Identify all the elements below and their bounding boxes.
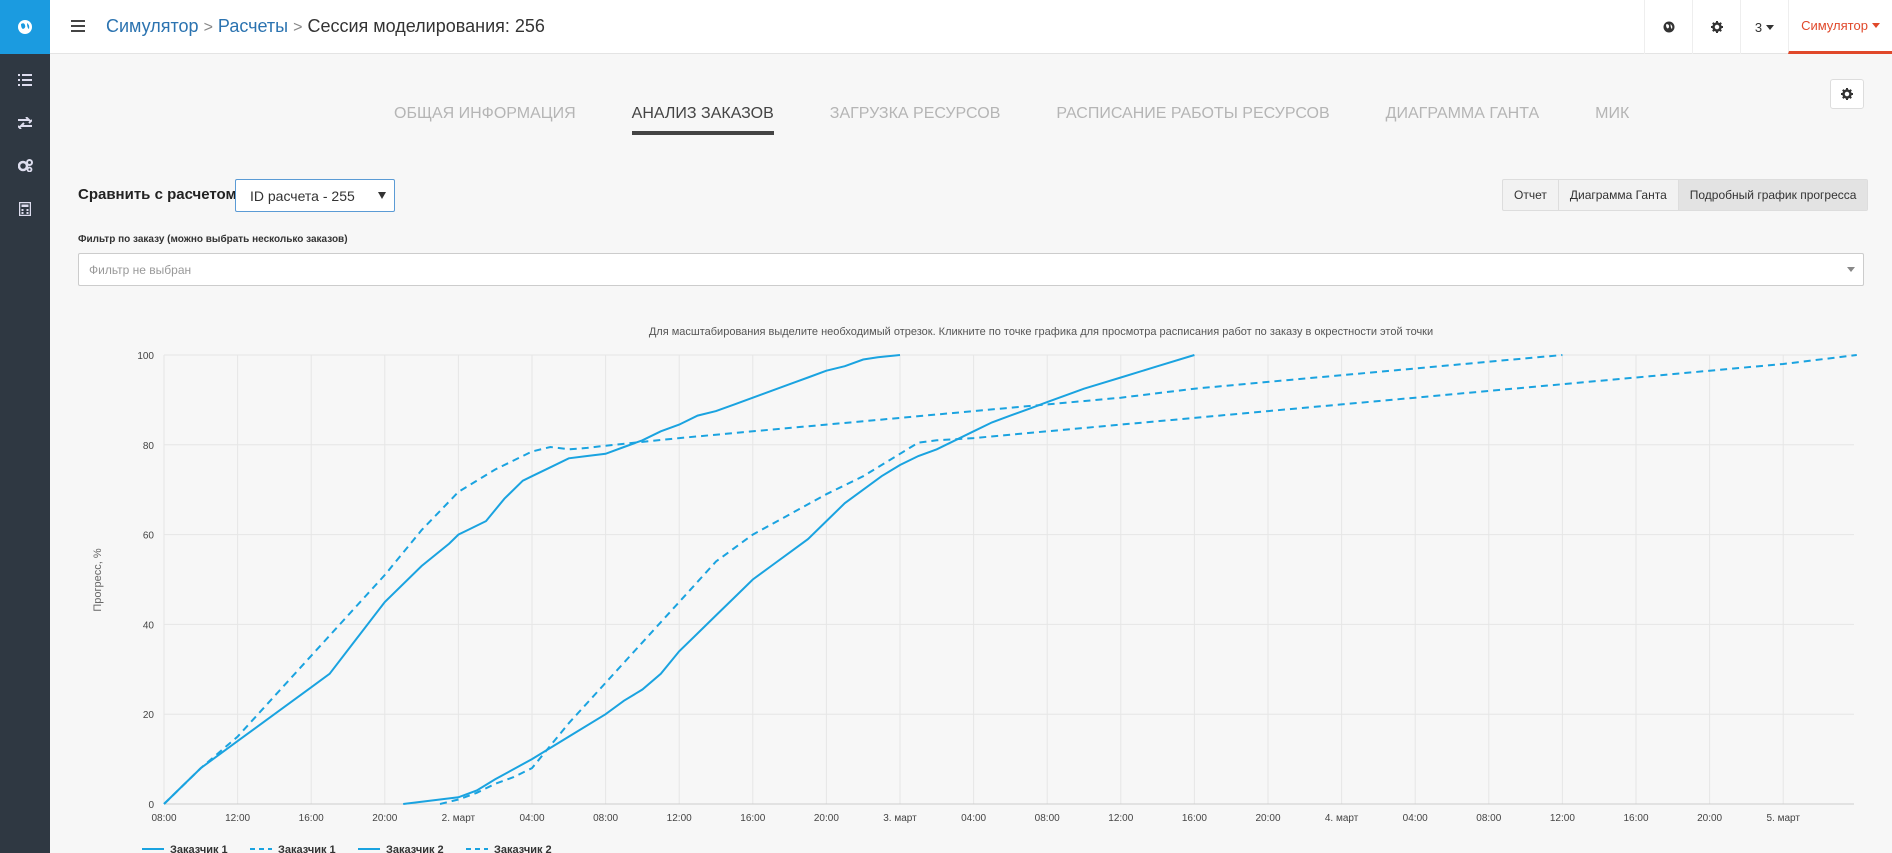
tab-gantt[interactable]: ДИАГРАММА ГАНТА [1385,105,1540,122]
breadcrumb-calculations-link[interactable]: Расчеты [217,16,289,36]
x-tick-label: 08:00 [1476,813,1501,824]
y-tick-label: 60 [143,531,155,542]
y-tick-label: 20 [143,710,155,721]
chevron-down-icon [1847,267,1855,272]
filter-placeholder: Фильтр не выбран [89,263,192,277]
x-tick-label: 08:00 [151,813,176,824]
hamburger-icon [71,20,85,32]
cogs-icon [17,159,33,172]
gear-icon [1710,21,1723,33]
tab-general-info[interactable]: ОБЩАЯ ИНФОРМАЦИЯ [394,105,576,122]
tab-order-analysis[interactable]: АНАЛИЗ ЗАКАЗОВ [631,105,774,135]
globe-logo-icon [18,20,32,34]
x-tick-label: 12:00 [1550,813,1575,824]
progress-chart-button[interactable]: Подробный график прогресса [1678,180,1868,210]
tab-resource-load[interactable]: ЗАГРУЗКА РЕСУРСОВ [829,105,1001,122]
series-line-2[interactable] [163,354,1563,805]
chart-y-axis-label: Прогресс, % [92,548,104,612]
sidebar-item-list[interactable] [0,58,50,101]
y-tick-label: 40 [143,620,155,631]
breadcrumb-simulator-link[interactable]: Симулятор [106,16,199,36]
y-tick-label: 0 [148,800,154,811]
x-tick-label: 08:00 [593,813,618,824]
dropdown-arrow-icon [378,192,386,199]
x-tick-label: 04:00 [961,813,986,824]
chart-hint: Для масштабирования выделите необходимый… [648,326,1434,338]
report-button[interactable]: Отчет [1503,180,1559,210]
x-tick-label: 4. март [1325,813,1359,824]
chart-x-ticks: 08:00 12:00 16:00 20:00 2. март 04:00 08:00 12:… [151,813,1800,824]
page-settings-button[interactable] [1830,79,1864,109]
settings-header-button[interactable] [1692,0,1740,54]
legend-item[interactable]: Заказчик 1 [170,844,228,853]
x-tick-label: 20:00 [1697,813,1722,824]
x-tick-label: 12:00 [1108,813,1133,824]
breadcrumb: Симулятор > Расчеты > Сессия моделирования: … [106,15,545,39]
menu-toggle-button[interactable] [70,18,86,34]
series-line-3[interactable] [403,354,1195,805]
x-tick-label: 3. март [883,813,917,824]
sidebar-item-cogs[interactable] [0,144,50,187]
x-tick-label: 08:00 [1035,813,1060,824]
gantt-button[interactable]: Диаграмма Ганта [1559,180,1679,210]
globe-icon [1663,21,1674,33]
legend-item[interactable]: Заказчик 2 [386,844,444,853]
x-tick-label: 12:00 [225,813,250,824]
chevron-down-icon [1871,23,1880,28]
x-tick-label: 20:00 [372,813,397,824]
series-line-1[interactable] [163,354,901,805]
page-title: Сессия моделирования: 256 [307,16,545,36]
sidebar-item-calculator[interactable] [0,187,50,230]
y-tick-label: 100 [137,351,154,362]
calculator-icon [19,201,31,216]
chart-series [163,354,1857,805]
legend-item[interactable]: Заказчик 2 [494,844,552,853]
compare-label: Сравнить с расчетом: [78,186,242,203]
user-number: 3 [1754,19,1763,35]
chart-grid [163,354,1854,805]
app-menu-dropdown[interactable]: Симулятор [1788,0,1892,54]
x-tick-label: 2. март [442,813,476,824]
chart-y-ticks: 0 20 40 60 80 100 [137,351,154,811]
filter-label: Фильтр по заказу (можно выбрать нескольк… [78,234,348,245]
tab-mik[interactable]: МИК [1595,105,1630,122]
x-tick-label: 16:00 [1182,813,1207,824]
chevron-down-icon [1766,24,1775,30]
legend-item[interactable]: Заказчик 1 [278,844,336,853]
left-sidebar [0,0,50,853]
tab-resource-schedule[interactable]: РАСПИСАНИЕ РАБОТЫ РЕСУРСОВ [1056,105,1330,122]
chart-legend: Заказчик 1 Заказчик 1 Заказчик 2 Заказчик 2 [142,844,552,853]
breadcrumb-separator-icon: > [293,19,303,36]
tab-bar: ОБЩАЯ ИНФОРМАЦИЯ АНАЛИЗ ЗАКАЗОВ ЗАГРУЗКА… [394,105,1685,135]
user-number-dropdown[interactable]: 3 [1740,0,1788,54]
x-tick-label: 20:00 [814,813,839,824]
x-tick-label: 04:00 [519,813,544,824]
x-tick-label: 16:00 [299,813,324,824]
x-tick-label: 12:00 [667,813,692,824]
list-icon [18,73,32,86]
order-filter-select[interactable]: Фильтр не выбран [78,253,1864,286]
x-tick-label: 04:00 [1403,813,1428,824]
view-button-group: Отчет Диаграмма Ганта Подробный график п… [1502,179,1869,211]
breadcrumb-separator-icon: > [203,19,213,36]
brand-logo[interactable] [0,0,50,54]
language-button[interactable] [1644,0,1692,54]
app-menu-label: Симулятор [1801,18,1868,33]
x-tick-label: 16:00 [1623,813,1648,824]
sidebar-item-exchange[interactable] [0,101,50,144]
compare-select[interactable]: ID расчета - 255 [235,179,395,212]
y-tick-label: 80 [143,441,155,452]
compare-selected-value: ID расчета - 255 [250,188,355,204]
exchange-icon [18,116,32,129]
x-tick-label: 5. март [1766,813,1800,824]
gear-icon [1841,88,1853,100]
top-header: Симулятор > Расчеты > Сессия моделирования: … [50,0,1892,54]
x-tick-label: 16:00 [740,813,765,824]
x-tick-label: 20:00 [1255,813,1280,824]
series-line-4[interactable] [439,354,1857,805]
